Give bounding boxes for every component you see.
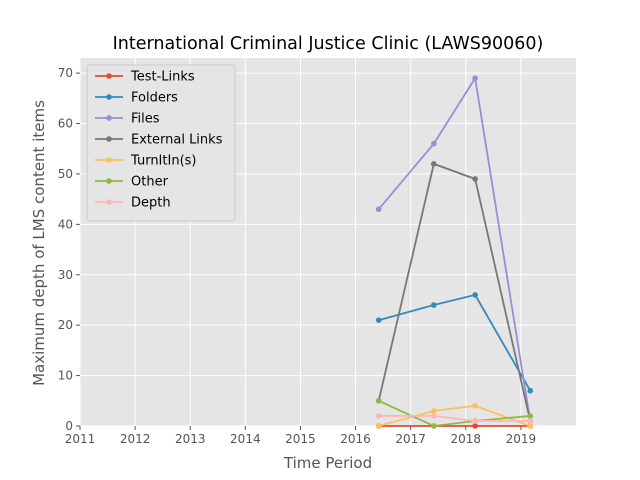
legend-label: Depth [131,196,171,211]
x-tick-label: 2016 [340,432,371,446]
x-tick-label: 2015 [285,432,316,446]
data-point-folders [527,387,534,394]
series-folders [375,292,534,394]
gridlines [79,58,576,427]
legend-swatch-marker [106,115,112,121]
y-tick-label: 70 [58,66,73,80]
data-point-folders [431,302,437,308]
legend-item: Files [95,112,160,127]
x-tick-label: 2019 [506,432,537,446]
series-line-depth [378,415,531,422]
y-tick-label: 0 [65,419,73,433]
legend-swatch-marker [106,178,112,184]
legend-swatch-marker [106,136,112,142]
data-point-folders [472,292,478,298]
legend: Test-Links Folders Files External Links Turn… [86,64,236,222]
data-point-files [431,140,437,147]
x-tick-label: 2012 [120,432,151,446]
data-point-files [472,75,478,81]
data-point-turnitin-s [375,423,382,429]
series-turnitin-s [375,403,534,429]
chart-title: International Criminal Justice Clinic (L… [113,34,544,54]
series-line-files [378,75,532,422]
data-point-turnitin-s [431,408,437,414]
data-point-other [375,397,382,404]
data-point-depth [527,418,534,424]
legend-item: External Links [95,133,223,148]
legend-label: Files [131,112,160,127]
y-tick-label: 20 [58,318,73,332]
legend-label: Other [131,175,169,190]
data-point-depth [375,413,382,419]
legend-item: Other [95,175,169,190]
x-tick-label: 2017 [395,432,426,446]
data-point-test-links [472,423,478,429]
data-point-turnitin-s [472,403,478,409]
data-point-folders [375,317,382,323]
legend-label: TurnItIn(s) [130,154,196,169]
x-axis-label: Time Period [283,454,372,472]
series-line-other [378,399,531,427]
series-line-folders [378,293,532,392]
data-point-other [431,423,437,429]
data-point-files [375,206,382,213]
y-tick-label: 30 [58,268,73,282]
legend-label: Folders [131,91,178,106]
series-line-turnitin-s [378,404,531,427]
legend-item: Depth [95,196,171,211]
legend-swatch-marker [106,94,112,100]
axis-ticks: 2011 2012 2013 2014 2015 2016 2017 2018 2019 0 10 2… [58,66,536,446]
series-layer [375,75,534,429]
x-tick-label: 2018 [451,432,482,446]
x-tick-label: 2013 [175,432,206,446]
data-point-other [527,413,534,419]
data-point-turnitin-s [527,423,534,429]
legend-box [86,64,236,222]
x-tick-label: 2014 [230,432,261,446]
y-tick-label: 40 [58,217,73,231]
y-axis-label: Maximum depth of LMS content items [30,100,48,386]
legend-swatch-marker [106,73,112,79]
data-point-depth [472,418,478,424]
y-tick-label: 50 [58,167,73,181]
legend-label: External Links [131,133,223,148]
legend-swatch-marker [106,157,112,163]
y-tick-label: 10 [58,369,73,383]
data-point-external-links [472,176,478,182]
y-tick-label: 60 [58,117,73,131]
legend-item: Test-Links [95,70,195,85]
legend-label: Test-Links [130,70,195,85]
x-tick-label: 2011 [65,432,96,446]
data-point-depth [431,413,437,419]
series-depth [375,413,534,424]
legend-item: Folders [95,91,178,106]
data-point-external-links [431,161,437,167]
series-line-external-links [377,162,532,422]
legend-item: TurnItIn(s) [95,154,196,169]
legend-swatch-marker [106,199,112,205]
